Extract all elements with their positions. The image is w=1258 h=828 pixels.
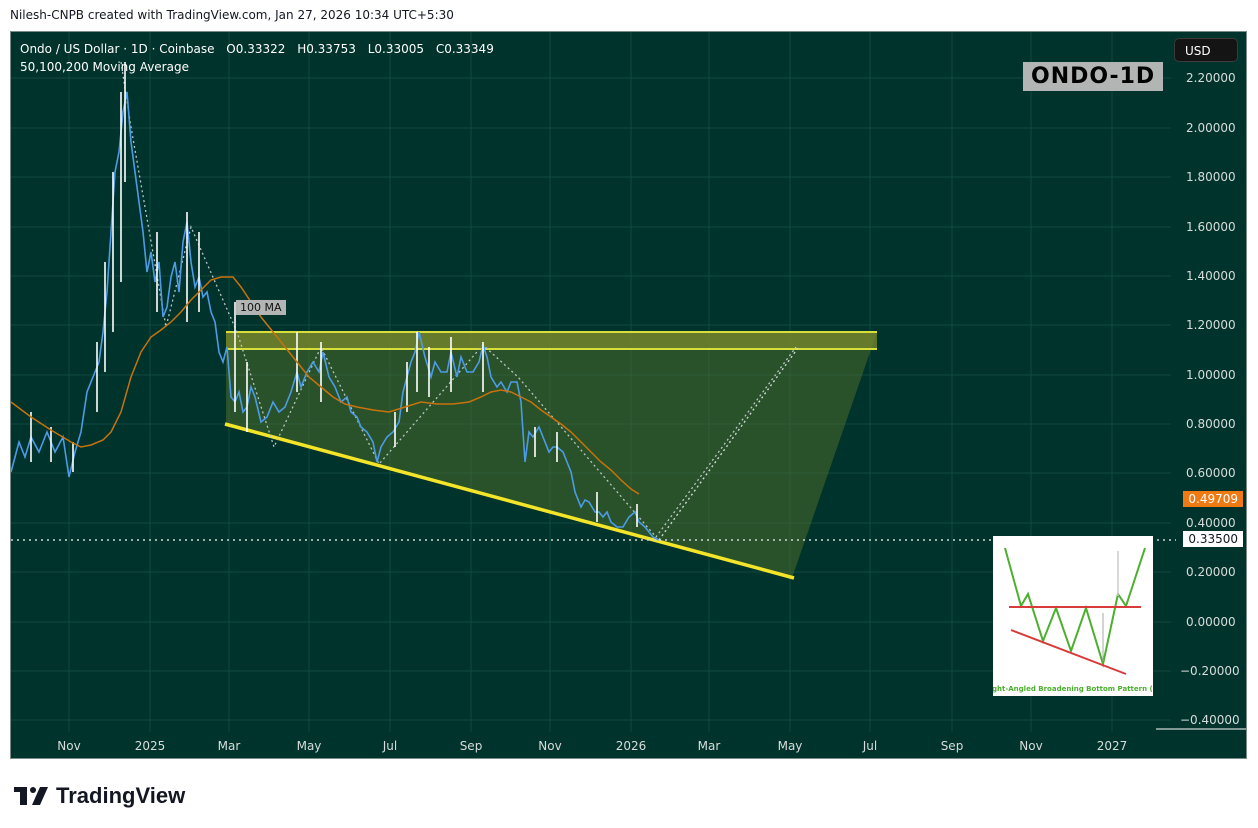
svg-text:2026: 2026 [616, 739, 647, 753]
svg-text:0.80000: 0.80000 [1186, 417, 1236, 431]
time-axis: Nov 2025 Mar May Jul Sep Nov 2026 Mar Ma… [57, 739, 1127, 753]
tradingview-logo-icon [14, 787, 48, 805]
support-trendline [224, 422, 795, 580]
svg-text:0.40000: 0.40000 [1186, 516, 1236, 530]
ma-annotation-label: 100 MA [236, 300, 286, 315]
indicator-label[interactable]: 50,100,200 Moving Average [20, 60, 189, 74]
pattern-reference-image: Right-Angled Broadening Bottom Pattern (… [984, 536, 1162, 696]
pattern-caption: Right-Angled Broadening Bottom Pattern (… [993, 685, 1153, 693]
svg-text:Sep: Sep [460, 739, 483, 753]
svg-text:1.80000: 1.80000 [1186, 170, 1236, 184]
svg-text:Mar: Mar [698, 739, 721, 753]
symbol-watermark: ONDO-1D [1023, 62, 1164, 91]
svg-text:1.40000: 1.40000 [1186, 269, 1236, 283]
svg-text:2025: 2025 [135, 739, 166, 753]
broadening-pattern-zone [226, 332, 877, 578]
svg-text:1.20000: 1.20000 [1186, 318, 1236, 332]
svg-text:May: May [778, 739, 803, 753]
svg-text:0.00000: 0.00000 [1186, 615, 1236, 629]
svg-text:Nov: Nov [1019, 739, 1042, 753]
svg-text:Sep: Sep [941, 739, 964, 753]
currency-button[interactable]: USD [1174, 38, 1238, 62]
svg-text:1.00000: 1.00000 [1186, 368, 1236, 382]
svg-text:Jul: Jul [382, 739, 397, 753]
low-value: L0.33005 [367, 42, 424, 56]
svg-text:Nov: Nov [57, 739, 80, 753]
price-axis: 2.20000 2.00000 1.80000 1.60000 1.40000 … [1180, 71, 1240, 727]
close-value: C0.33349 [435, 42, 494, 56]
chart-credit: Nilesh-CNPB created with TradingView.com… [10, 8, 454, 22]
svg-text:−0.20000: −0.20000 [1180, 664, 1240, 678]
open-value: O0.33322 [226, 42, 286, 56]
svg-text:Jul: Jul [862, 739, 877, 753]
chart-panel[interactable]: Ondo / US Dollar · 1D · Coinbase O0.3332… [10, 31, 1247, 759]
svg-text:0.60000: 0.60000 [1186, 466, 1236, 480]
svg-text:Nov: Nov [538, 739, 561, 753]
ma-100-line [11, 276, 640, 495]
ma-price-tag: 0.49709 [1183, 491, 1243, 507]
tradingview-logo[interactable]: TradingView [14, 783, 185, 809]
resistance-zone [226, 332, 877, 349]
tradingview-logo-text: TradingView [56, 783, 186, 808]
last-price-tag: 0.33500 [1183, 531, 1243, 547]
price-chart-canvas[interactable]: 2.20000 2.00000 1.80000 1.60000 1.40000 … [11, 32, 1247, 759]
high-value: H0.33753 [297, 42, 356, 56]
svg-text:Mar: Mar [218, 739, 241, 753]
ohlc-row: Ondo / US Dollar · 1D · Coinbase O0.3332… [20, 40, 502, 58]
svg-text:2.20000: 2.20000 [1186, 71, 1236, 85]
svg-text:1.60000: 1.60000 [1186, 220, 1236, 234]
svg-text:2027: 2027 [1097, 739, 1128, 753]
svg-text:2.00000: 2.00000 [1186, 121, 1236, 135]
svg-text:−0.40000: −0.40000 [1180, 713, 1240, 727]
price-bars [11, 62, 660, 541]
svg-text:0.20000: 0.20000 [1186, 565, 1236, 579]
chart-legend: Ondo / US Dollar · 1D · Coinbase O0.3332… [20, 40, 502, 76]
symbol-label[interactable]: Ondo / US Dollar · 1D · Coinbase [20, 42, 215, 56]
svg-text:May: May [297, 739, 322, 753]
